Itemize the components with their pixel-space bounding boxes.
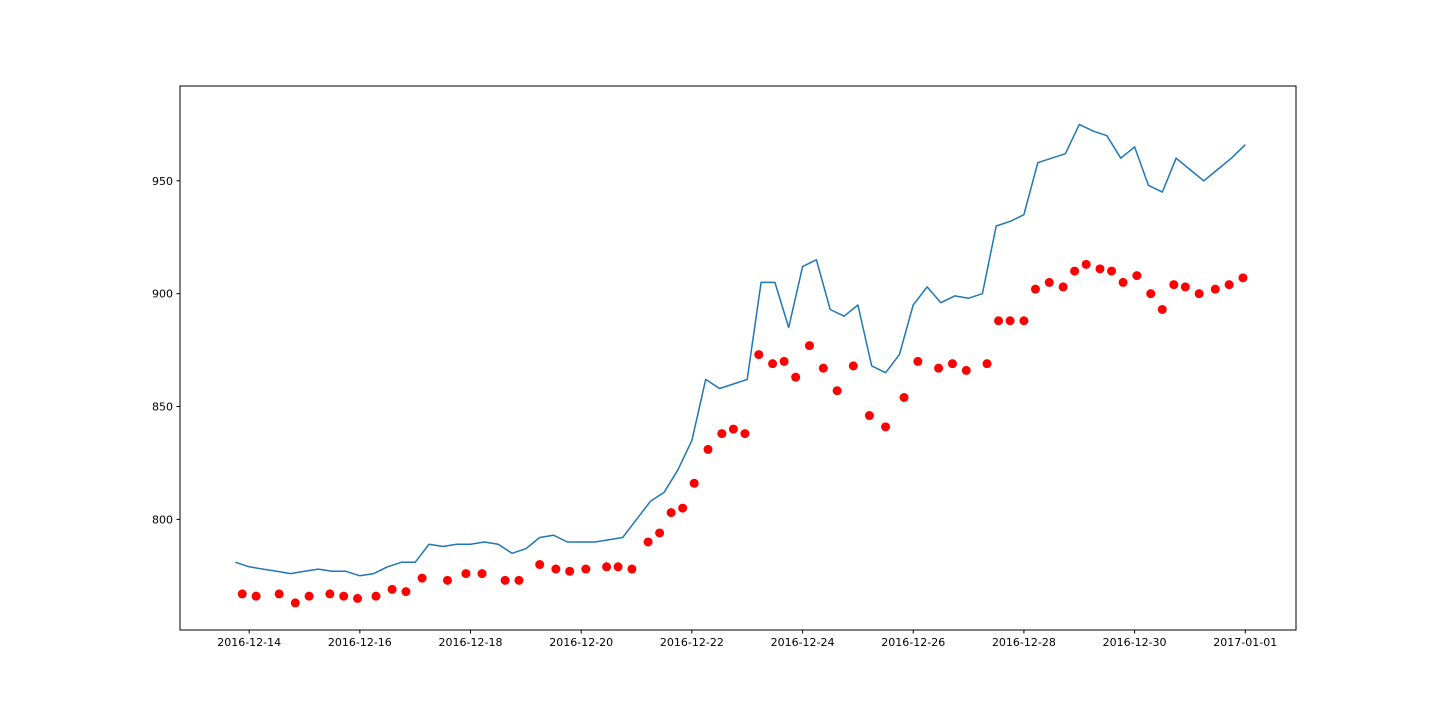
point [848,361,858,371]
point [251,591,261,601]
point [304,591,314,601]
point [613,562,623,572]
y-tick-label: 800 [152,513,173,526]
point [387,584,397,594]
point [982,359,992,369]
x-tick-label: 2016-12-18 [439,636,503,649]
point [1107,266,1117,276]
point [581,564,591,574]
y-tick-label: 850 [152,401,173,414]
point [947,359,957,369]
point [1169,280,1179,290]
point [1070,266,1080,276]
x-tick-label: 2016-12-30 [1103,636,1167,649]
point [678,503,688,513]
point [643,537,653,547]
point [740,429,750,439]
point [1238,273,1248,283]
point [754,350,764,360]
point [818,363,828,373]
point [1081,259,1091,269]
point [779,356,789,366]
point [339,591,349,601]
point [804,341,814,351]
point [934,363,944,373]
point [535,560,545,570]
point [913,356,923,366]
point [1157,304,1167,314]
point [864,411,874,421]
point [371,591,381,601]
x-tick-label: 2016-12-20 [549,636,613,649]
y-tick-label: 950 [152,175,173,188]
point [514,575,524,585]
point [417,573,427,583]
point [461,569,471,579]
point [994,316,1004,326]
point [565,566,575,576]
x-tick-label: 2016-12-14 [217,636,281,649]
point [1044,277,1054,287]
x-tick-label: 2016-12-16 [328,636,392,649]
line [235,123,1246,577]
x-tick-label: 2016-12-22 [660,636,724,649]
point [689,478,699,488]
point [325,589,335,599]
point [442,575,452,585]
point [500,575,510,585]
point [477,569,487,579]
point [717,429,727,439]
point [1058,282,1068,292]
point [1224,280,1234,290]
point [791,372,801,382]
point [1005,316,1015,326]
x-tick-label: 2016-12-26 [881,636,945,649]
point [1180,282,1190,292]
x-tick-label: 2016-12-28 [992,636,1056,649]
point [1019,316,1029,326]
y-tick-label: 900 [152,288,173,301]
point [290,598,300,608]
point [353,593,363,603]
point [1132,271,1142,281]
point [401,587,411,597]
point [768,359,778,369]
point [1118,277,1128,287]
point [832,386,842,396]
point [899,393,909,403]
point [961,365,971,375]
point [728,424,738,434]
point [1095,264,1105,274]
point [881,422,891,432]
point [237,589,247,599]
x-tick-label: 2016-12-24 [771,636,835,649]
point [655,528,665,538]
point [703,444,713,454]
point [666,508,676,518]
point [627,564,637,574]
point [1194,289,1204,299]
plot-frame [179,85,1297,631]
point [602,562,612,572]
x-tick-label: 2017-01-01 [1213,636,1277,649]
point [274,589,284,599]
point [1210,284,1220,294]
point [1030,284,1040,294]
point [551,564,561,574]
point [1146,289,1156,299]
